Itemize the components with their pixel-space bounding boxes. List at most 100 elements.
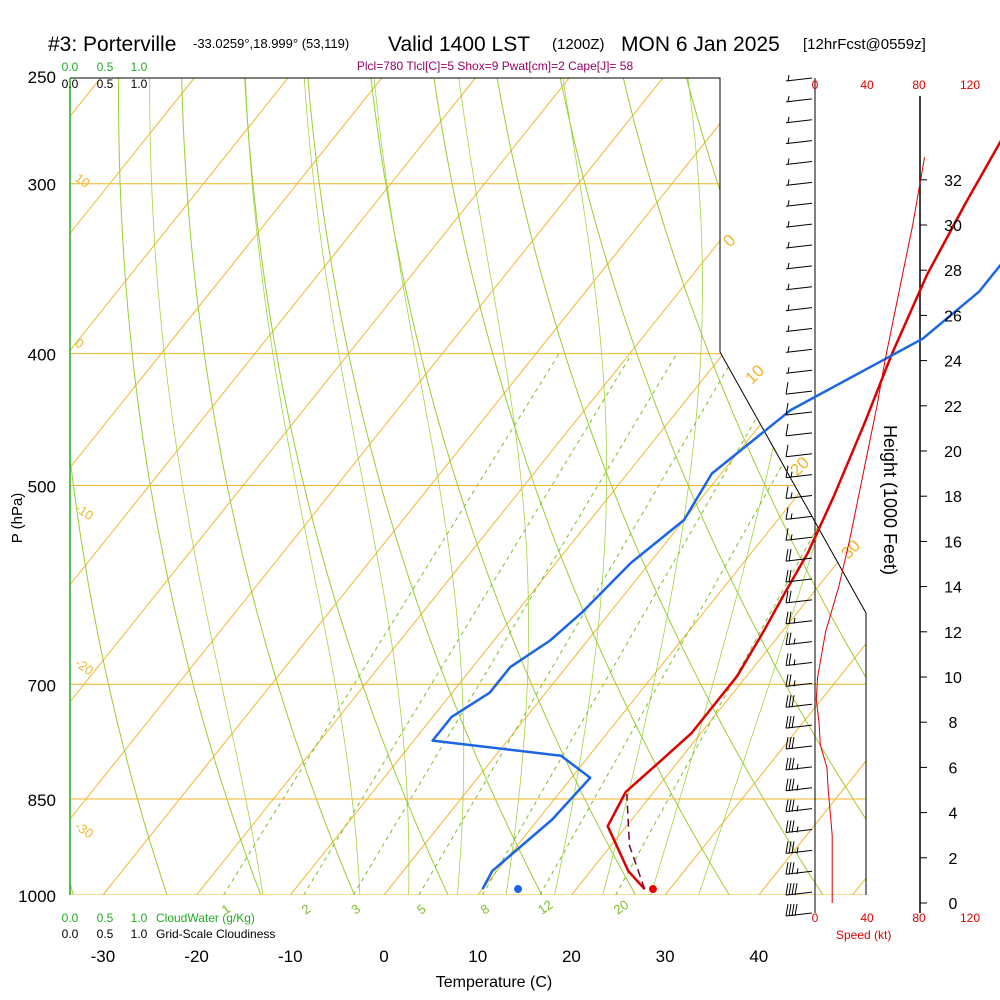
indices-line: Plcl=780 Tlcl[C]=5 Shox=9 Pwat[cm]=2 Cap…: [357, 59, 634, 73]
mixing-ratio-label: 3: [348, 901, 363, 917]
wind-barb-staff: [785, 161, 813, 165]
wind-barb-staff: [785, 223, 813, 228]
wind-barb: [785, 716, 813, 729]
wind-barb: [785, 757, 813, 771]
wind-barb-staff: [785, 578, 813, 583]
wind-barb-half-flag: [787, 304, 790, 311]
wind-barb-staff: [785, 515, 813, 520]
wind-barb-flag: [785, 653, 789, 666]
wind-barb-half-flag: [796, 763, 799, 770]
moist-adiabat-line: [149, 78, 268, 895]
dry-adiabat-line: [991, 52, 1000, 924]
wind-barb-staff: [785, 682, 813, 687]
wind-barb-flag: [785, 778, 789, 791]
height-tick-label: 16: [944, 534, 962, 551]
speed-tick-label: 40: [860, 78, 874, 92]
wind-barb: [785, 632, 813, 646]
mixing-ratio-line: [223, 353, 560, 895]
isotherm-line: [0, 52, 28, 924]
dry-adiabat-line: [70, 78, 178, 895]
wind-barb-half-flag: [790, 471, 793, 478]
wind-barb-half-flag: [790, 534, 793, 541]
wind-barb-flag: [785, 382, 789, 395]
wind-barb: [785, 346, 813, 353]
isotherm-label: 0: [72, 335, 87, 351]
wind-barb: [785, 653, 813, 666]
wind-barb: [785, 116, 813, 124]
wind-barb: [785, 695, 813, 708]
wind-barb: [785, 179, 813, 186]
wind-barb-flag: [791, 757, 795, 770]
isotherm-line: [735, 78, 866, 895]
height-tick-label: 10: [944, 670, 962, 687]
wind-barb-flag: [791, 799, 795, 812]
wind-barb-staff: [785, 328, 813, 332]
wind-barb-half-flag: [787, 158, 790, 165]
wind-barb-flag: [785, 465, 789, 478]
wind-barb-staff: [785, 77, 813, 82]
height-axis-title: Height (1000 Feet): [880, 425, 900, 575]
wind-barb: [785, 367, 813, 374]
wind-barb-staff: [785, 662, 813, 666]
wind-barb-flag: [794, 903, 798, 917]
title-date: MON 6 Jan 2025: [621, 33, 780, 56]
dry-adiabat-line: [492, 78, 843, 895]
wind-barb: [785, 569, 813, 583]
wind-barb-flag: [791, 862, 795, 875]
wind-barb-staff: [785, 599, 813, 604]
wind-barb-flag: [788, 841, 792, 854]
moist-adiabat-line: [641, 78, 823, 895]
wind-barb-flag: [788, 757, 792, 770]
wind-barb-staff: [785, 703, 813, 708]
moist-adiabat-line: [458, 78, 529, 895]
mixing-ratio-label: 20: [611, 897, 631, 918]
wind-barb-staff: [785, 787, 813, 792]
wind-barb-flag: [788, 674, 792, 687]
mixing-ratio-label: 5: [414, 901, 429, 917]
wind-barb: [785, 158, 813, 165]
wind-barb-flag: [785, 486, 789, 499]
pressure-tick-label: 250: [28, 68, 56, 87]
adiabat-label: 0: [719, 231, 739, 251]
wind-barb-flag: [785, 820, 789, 833]
dry-adiabat-line: [242, 78, 463, 895]
isotherm-line: [70, 78, 403, 895]
wind-barb-staff: [785, 244, 813, 249]
wind-barb-flag: [785, 528, 789, 541]
wind-barb-half-flag: [787, 221, 790, 228]
isotherm-label: -20: [72, 655, 96, 678]
pressure-tick-label: 300: [28, 176, 56, 195]
cloudiness-tick-label: 0.0: [62, 927, 79, 941]
wind-barb-flag: [785, 841, 789, 854]
wind-barb-flag: [788, 862, 792, 875]
wind-barb: [785, 883, 813, 896]
height-tick-label: 26: [944, 308, 962, 325]
wind-barb-staff: [785, 119, 813, 124]
wind-barb-staff: [785, 202, 813, 207]
wind-barb: [785, 611, 813, 625]
wind-barb-flag: [791, 841, 795, 854]
wind-barb-half-flag: [787, 95, 790, 102]
wind-barb: [785, 262, 813, 270]
wind-barb-flag: [785, 736, 789, 750]
wind-barb-flag: [785, 423, 789, 436]
wind-barb-flag: [785, 590, 789, 603]
cloudwater-tick-label: 0.5: [97, 60, 114, 74]
wind-barb: [785, 820, 813, 833]
wind-barb-flag: [785, 402, 789, 416]
pressure-tick-label: 700: [28, 676, 56, 695]
height-tick-label: 8: [949, 715, 958, 732]
wind-barb-flag: [785, 674, 789, 687]
wind-barb-flag: [785, 695, 789, 708]
wind-barb-flag: [785, 632, 789, 645]
x-tick-label: 30: [656, 947, 675, 966]
wind-barb-staff: [785, 536, 813, 541]
wind-barb-flag: [788, 883, 792, 896]
diagram-frame: [70, 77, 867, 895]
dry-adiabat-line: [429, 78, 748, 895]
mixing-ratio-label: 2: [299, 901, 314, 917]
wind-barb-half-flag: [787, 283, 790, 290]
wind-barb: [785, 423, 813, 437]
wind-barb-flag: [785, 569, 789, 583]
title-coords: -33.0259°,18.999° (53,119): [193, 36, 349, 51]
